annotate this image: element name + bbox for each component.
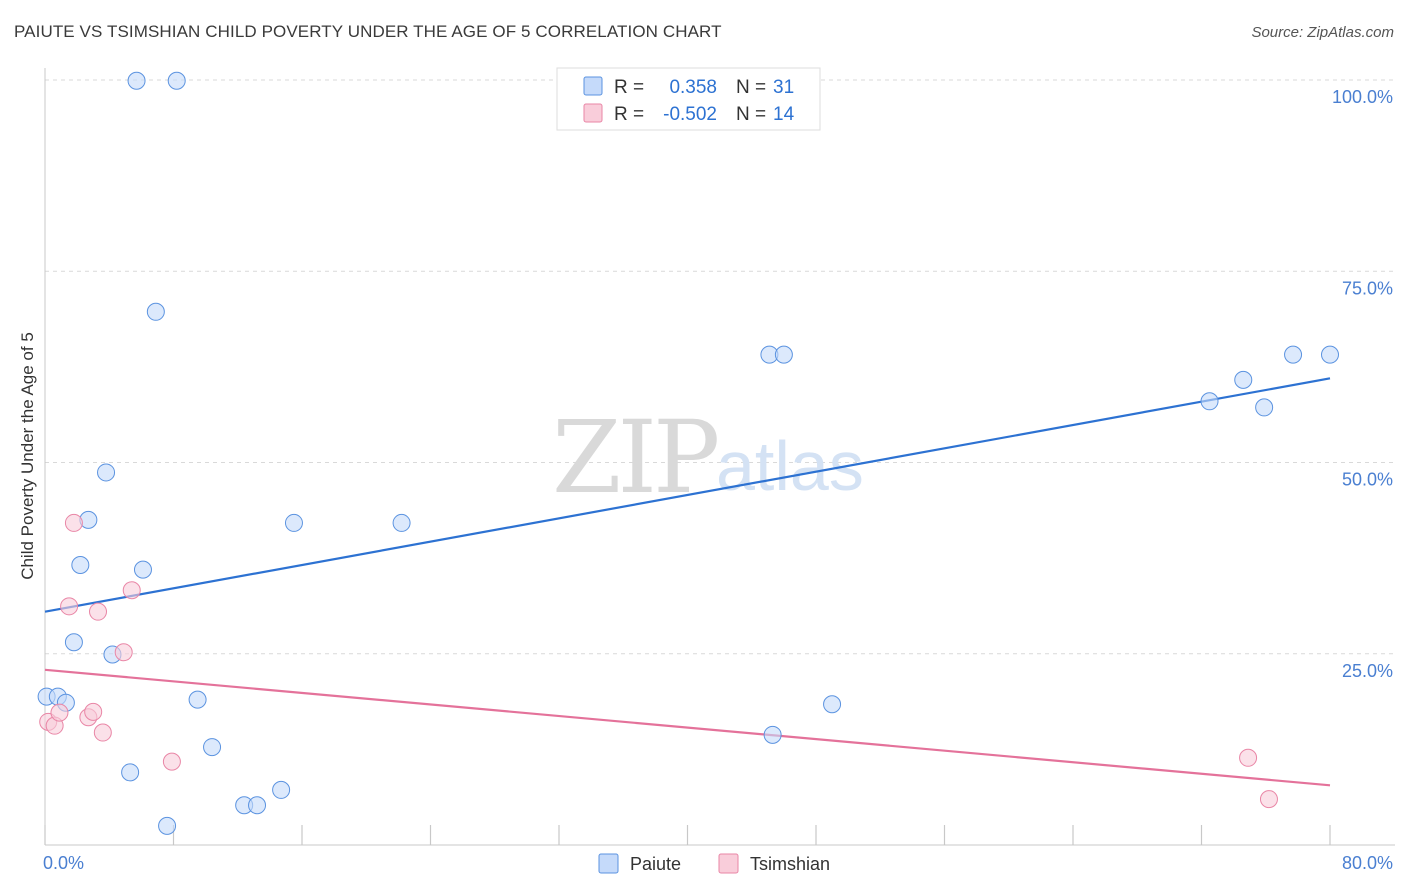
watermark: ZIP atlas (552, 399, 864, 516)
y-axis-title: Child Poverty Under the Age of 5 (18, 332, 37, 580)
point-tsimshian-4 (114, 643, 133, 662)
legend-n-value-paiute: 31 (773, 77, 794, 98)
watermark-zip: ZIP (552, 399, 717, 516)
point-tsimshian-12 (1239, 748, 1258, 767)
point-paiute-14 (392, 513, 411, 532)
point-paiute-6 (1284, 345, 1303, 364)
point-paiute-13 (284, 513, 303, 532)
y-tick-label-25: 25.0% (1342, 661, 1393, 681)
point-paiute-24 (763, 725, 782, 744)
legend-n-label-tsimshian: N = (736, 104, 766, 125)
trend-line-tsimshian (44, 668, 1331, 787)
legend-r-label-paiute: R = (614, 77, 644, 98)
tick-labels: 25.0% 50.0% 75.0% 100.0% 0.0% 80.0% (43, 87, 1393, 873)
legend-r-label-tsimshian: R = (614, 104, 644, 125)
chart-title: PAIUTE VS TSIMSHIAN CHILD POVERTY UNDER … (14, 22, 722, 41)
x-tick-label-0: 0.0% (43, 853, 84, 873)
point-paiute-1 (167, 71, 186, 90)
trend-line-paiute (44, 377, 1331, 613)
point-paiute-15 (71, 556, 90, 575)
source-label: Source: ZipAtlas.com (1251, 24, 1394, 41)
point-tsimshian-10 (93, 723, 112, 742)
series-legend-label-tsimshian: Tsimshian (750, 854, 830, 874)
watermark-atlas: atlas (716, 427, 864, 505)
point-paiute-27 (272, 780, 291, 799)
point-paiute-23 (823, 695, 842, 714)
legend-swatch-paiute (583, 76, 603, 96)
legend-r-value-tsimshian: -0.502 (663, 104, 717, 125)
point-paiute-29 (248, 796, 267, 815)
point-paiute-7 (1321, 345, 1339, 364)
y-tick-label-50: 50.0% (1342, 470, 1393, 490)
x-tick-label-80: 80.0% (1342, 853, 1393, 873)
series-legend-swatch-paiute (598, 853, 619, 874)
series-legend: Paiute Tsimshian (598, 853, 830, 874)
point-paiute-22 (188, 690, 207, 709)
y-tick-label-100: 100.0% (1332, 87, 1393, 107)
point-paiute-8 (1234, 370, 1253, 389)
point-tsimshian-2 (60, 597, 79, 616)
correlation-legend: R = 0.358 N = 31 R = -0.502 N = 14 (556, 67, 821, 131)
point-paiute-17 (64, 633, 83, 652)
point-paiute-3 (146, 302, 165, 321)
point-paiute-11 (97, 463, 116, 482)
point-tsimshian-11 (162, 752, 181, 771)
point-paiute-0 (127, 71, 146, 90)
data-points (37, 71, 1339, 835)
point-paiute-16 (133, 560, 152, 579)
y-tick-label-75: 75.0% (1342, 278, 1393, 298)
point-tsimshian-13 (1259, 790, 1278, 809)
point-tsimshian-0 (64, 513, 83, 532)
point-paiute-9 (1200, 392, 1219, 411)
point-paiute-30 (158, 816, 177, 835)
point-tsimshian-9 (84, 702, 103, 721)
legend-r-value-paiute: 0.358 (669, 77, 717, 98)
series-legend-swatch-tsimshian (718, 853, 739, 874)
point-tsimshian-3 (89, 602, 108, 621)
legend-n-label-paiute: N = (736, 77, 766, 98)
grid-lines (45, 79, 1395, 655)
point-tsimshian-1 (122, 581, 141, 600)
legend-swatch-tsimshian (583, 103, 603, 123)
point-tsimshian-7 (50, 703, 69, 722)
point-paiute-10 (1255, 398, 1274, 417)
trend-lines (44, 377, 1331, 787)
point-paiute-25 (203, 738, 222, 757)
point-paiute-26 (121, 763, 140, 782)
legend-n-value-tsimshian: 14 (773, 104, 795, 125)
point-paiute-5 (774, 345, 793, 364)
series-legend-label-paiute: Paiute (630, 854, 681, 874)
